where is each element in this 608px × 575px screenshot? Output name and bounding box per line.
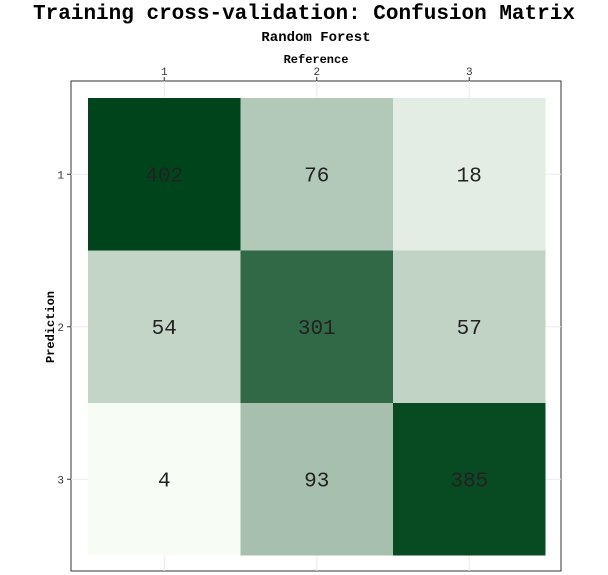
heatmap-cell bbox=[240, 250, 393, 403]
heatmap-cell bbox=[88, 98, 241, 251]
heatmap-cell bbox=[393, 403, 546, 556]
cell-value-label: 4 bbox=[158, 470, 171, 493]
y-axis-ticks: 1 2 3 bbox=[57, 170, 71, 487]
chart-title: Training cross-validation: Confusion Mat… bbox=[33, 3, 575, 26]
cell-value-label: 402 bbox=[145, 165, 183, 188]
heatmap-cell bbox=[88, 403, 241, 556]
chart-subtitle: Random Forest bbox=[261, 30, 370, 46]
y-tick-label: 1 bbox=[57, 170, 64, 182]
cell-value-label: 57 bbox=[457, 318, 482, 341]
heatmap-cell bbox=[240, 98, 393, 251]
cell-value-label: 93 bbox=[304, 470, 329, 493]
heatmap-cell bbox=[240, 403, 393, 556]
cell-value-label: 18 bbox=[457, 165, 482, 188]
cell-labels: 402 76 18 54 301 57 4 93 385 bbox=[145, 165, 488, 493]
x-axis-ticks: 1 2 3 bbox=[161, 67, 473, 81]
cell-value-label: 76 bbox=[304, 165, 329, 188]
y-tick-label: 3 bbox=[57, 475, 64, 487]
cell-value-label: 54 bbox=[152, 318, 177, 341]
x-tick-label: 3 bbox=[466, 67, 473, 79]
heatmap-cell bbox=[393, 250, 546, 403]
y-tick-label: 2 bbox=[57, 323, 64, 335]
heatmap-cell bbox=[88, 250, 241, 403]
cell-value-label: 301 bbox=[298, 318, 336, 341]
x-tick-label: 1 bbox=[161, 67, 168, 79]
heatmap-cells bbox=[88, 98, 546, 556]
x-axis-label: Reference bbox=[284, 53, 349, 67]
heatmap-cell bbox=[393, 98, 546, 251]
x-tick-label: 2 bbox=[313, 67, 320, 79]
y-axis-label: Prediction bbox=[44, 291, 58, 363]
cell-value-label: 385 bbox=[450, 470, 488, 493]
